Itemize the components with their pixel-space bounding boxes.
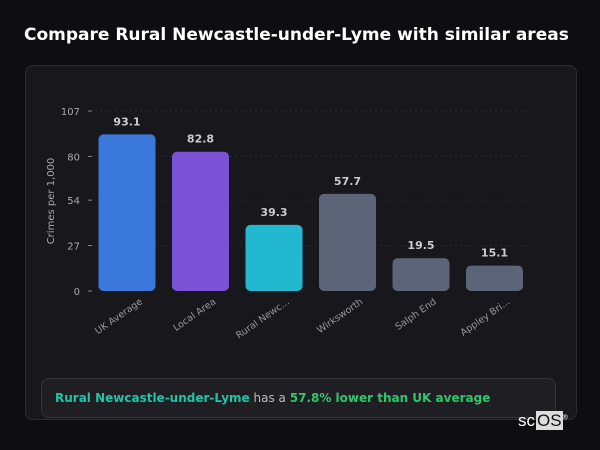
summary-stat: 57.8% lower than UK average [289, 391, 491, 405]
logo-mark: ® [562, 414, 568, 422]
data-label: 82.8 [187, 133, 214, 146]
y-tick-label: 80 [67, 152, 80, 163]
bar [98, 134, 156, 291]
summary-text: has a [249, 391, 290, 405]
logo-box: OS [536, 411, 563, 430]
data-label: 39.3 [260, 206, 287, 219]
x-tick-label: Rural Newc... [234, 296, 292, 341]
y-tick-label: 54 [67, 196, 80, 207]
summary-box: Rural Newcastle-under-Lyme has a 57.8% l… [41, 378, 556, 418]
y-axis-label: Crimes per 1,000 [46, 158, 57, 245]
bar [466, 265, 523, 291]
data-label: 15.1 [481, 247, 508, 260]
logo-text: sc [518, 411, 535, 430]
data-label: 57.7 [334, 175, 361, 188]
y-tick-label: 0 [74, 287, 80, 298]
x-tick-label: Salph End [393, 296, 438, 332]
data-label: 19.5 [407, 239, 434, 252]
page-title: Compare Rural Newcastle-under-Lyme with … [24, 25, 569, 45]
x-tick-label: Appley Bri... [459, 296, 513, 338]
bar [172, 151, 229, 291]
bar [319, 193, 376, 291]
logo: sc OS® [517, 411, 568, 431]
bar [392, 258, 450, 291]
y-tick-label: 27 [67, 242, 80, 253]
data-label: 93.1 [113, 115, 140, 128]
y-tick-label: 107 [61, 107, 80, 118]
x-tick-label: Local Area [171, 296, 218, 333]
bar [245, 224, 303, 291]
x-tick-label: Wirksworth [315, 296, 365, 336]
x-tick-label: UK Average [93, 296, 145, 337]
summary-area: Rural Newcastle-under-Lyme [55, 391, 250, 405]
